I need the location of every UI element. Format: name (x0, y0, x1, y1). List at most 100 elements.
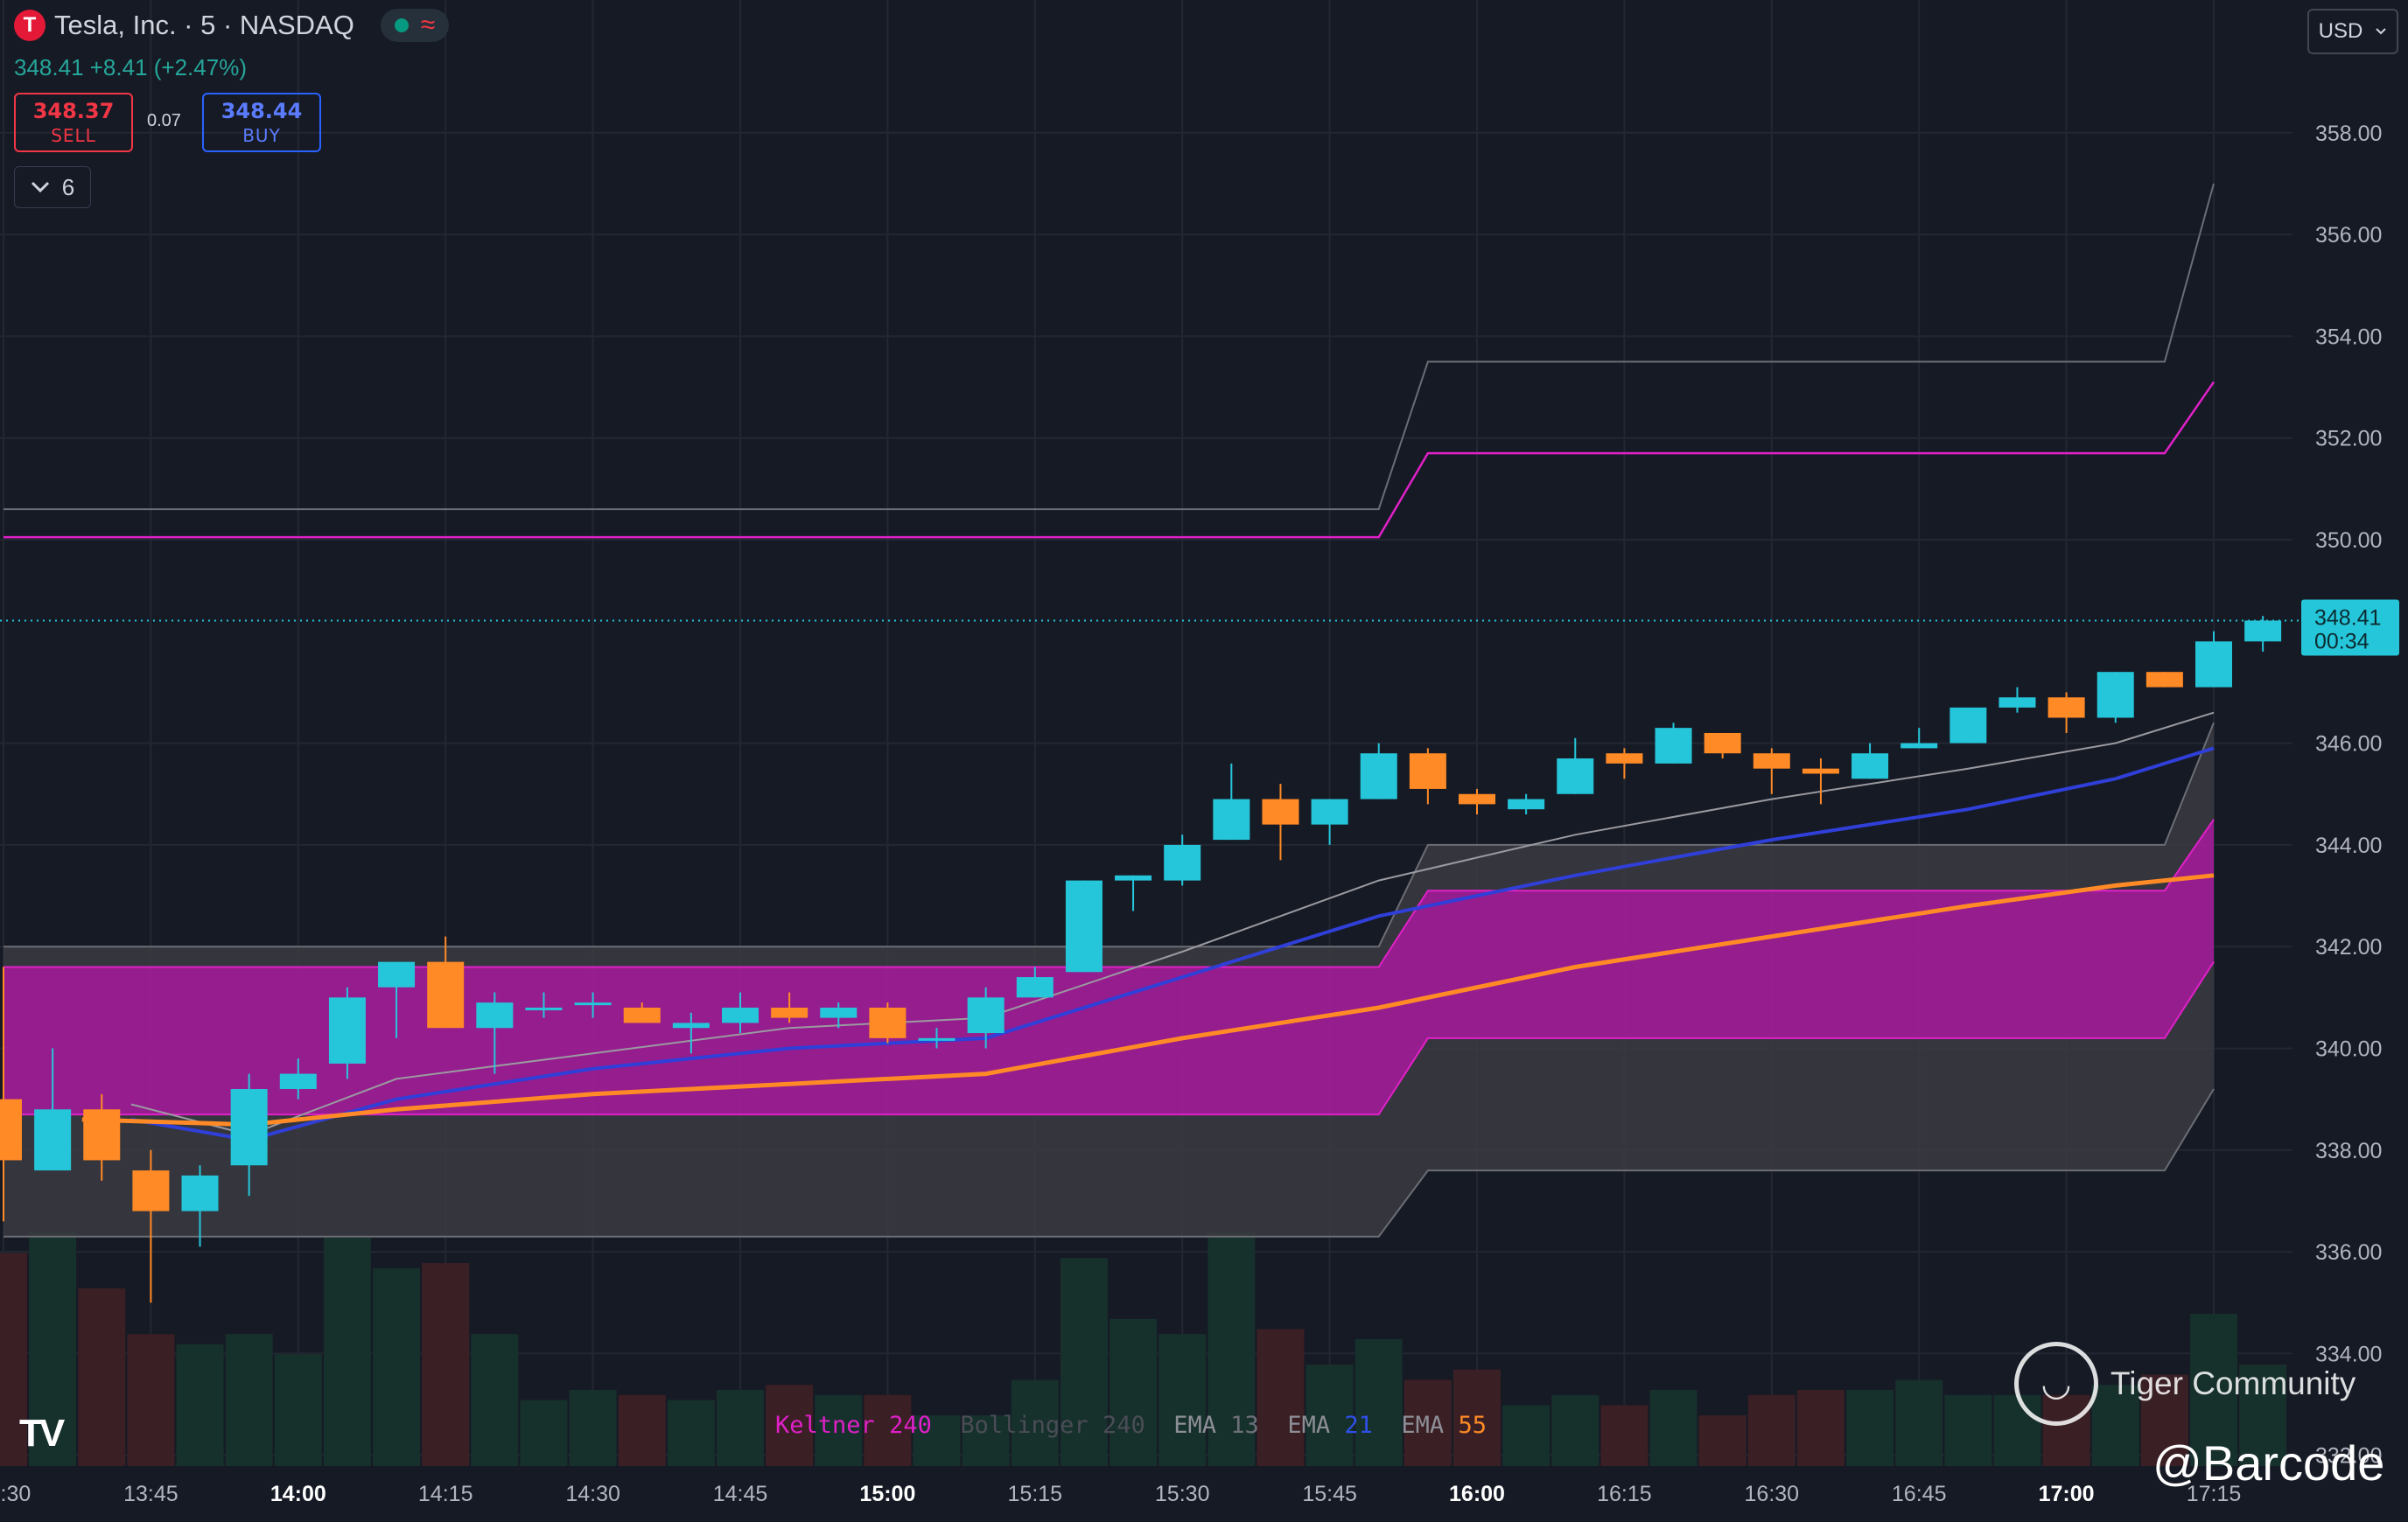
buy-label: BUY (242, 125, 281, 146)
candle (1900, 728, 1938, 749)
legend-ema55-name[interactable]: EMA (1401, 1412, 1445, 1439)
price-tick-label: 338.00 (2315, 1139, 2382, 1163)
candle (427, 936, 465, 1029)
volume-bar (1306, 1365, 1354, 1466)
price-tick-label: 340.00 (2315, 1037, 2382, 1062)
volume-bar (1796, 1390, 1844, 1466)
candle (525, 992, 563, 1018)
ema-lines (81, 711, 2215, 1142)
volume-bar (1698, 1415, 1746, 1466)
candle-body (672, 1023, 710, 1029)
candle (1655, 723, 1692, 764)
buy-button[interactable]: 348.44 BUY (202, 93, 321, 152)
spread-value: 0.07 (147, 111, 181, 130)
volume-bar (1404, 1379, 1452, 1466)
volume-bar (176, 1344, 224, 1466)
volume-bar (1011, 1379, 1059, 1466)
symbol-title[interactable]: Tesla, Inc. · 5 · NASDAQ (54, 10, 354, 40)
candle-body (427, 961, 465, 1029)
volume-bar (1502, 1405, 1550, 1466)
candle-body (2244, 620, 2282, 642)
candle-body (181, 1175, 219, 1211)
volume-bar (1453, 1369, 1501, 1466)
volume-bar (1354, 1339, 1403, 1466)
keltner-fill-bottom (4, 961, 2215, 1116)
candle (132, 1149, 170, 1303)
time-axis[interactable]: 13:30 13:45 14:00 14:15 14:30 14:45 15:00 15:15… (0, 1482, 2241, 1506)
time-tick-label: 16:00 (1449, 1482, 1505, 1506)
tradingview-logo-icon[interactable]: TV (19, 1412, 65, 1455)
candle (574, 992, 612, 1018)
candle-body (771, 1007, 808, 1018)
time-tick-label: 13:45 (123, 1482, 178, 1506)
candle-body (525, 1007, 563, 1010)
currency-label: USD (2318, 19, 2363, 43)
buy-price: 348.44 (220, 99, 303, 123)
volume-bar (520, 1400, 568, 1466)
candle-body (476, 1002, 514, 1029)
volume-bar (1944, 1394, 1992, 1466)
channel-bands (4, 183, 2216, 1238)
sell-button[interactable]: 348.37 SELL (14, 93, 133, 152)
tiger-community-watermark: ◡ Tiger Community (2014, 1342, 2356, 1426)
candle-body (1606, 753, 1643, 764)
candle (279, 1058, 317, 1100)
candle (1950, 707, 1987, 744)
candle-body (378, 961, 416, 988)
symbol-header[interactable]: T Tesla, Inc. · 5 · NASDAQ ≈ (14, 9, 450, 42)
volume-bar (1256, 1329, 1305, 1466)
price-tick-label: 356.00 (2315, 223, 2382, 248)
candle-body (1213, 799, 1250, 841)
candle-body (1900, 743, 1938, 749)
volume-bar (766, 1385, 814, 1466)
candle-body (1409, 753, 1446, 789)
time-tick-label: 13:30 (0, 1482, 31, 1506)
candle (967, 987, 1004, 1049)
legend-ema13-name[interactable]: EMA (1173, 1412, 1217, 1439)
volume-bar (1846, 1390, 1894, 1466)
candle-body (1360, 753, 1397, 799)
legend-keltner-length: 240 (889, 1412, 932, 1439)
candle (83, 1093, 121, 1181)
chevron-down-icon (31, 181, 49, 193)
price-tick-label: 350.00 (2315, 528, 2382, 553)
candle-body (1655, 728, 1692, 764)
price-axis[interactable]: 358.00 356.00 354.00 352.00 350.00 346.00 344.… (2315, 122, 2382, 1469)
candle-body (328, 997, 366, 1064)
volume-bar (962, 1415, 1010, 1466)
price-tick-label: 344.00 (2315, 834, 2382, 858)
time-tick-label: 14:15 (418, 1482, 473, 1506)
price-tick-label: 346.00 (2315, 732, 2382, 757)
volume-bar (1649, 1390, 1698, 1466)
candle-body (1262, 799, 1299, 825)
volume-bar (2239, 1365, 2287, 1466)
indicators-toggle[interactable]: 6 (14, 166, 91, 208)
volume-bar (1208, 1232, 1256, 1466)
candle-body (967, 997, 1004, 1034)
bar-countdown: 00:34 (2314, 629, 2370, 653)
legend-ema55-length: 55 (1458, 1412, 1487, 1439)
candle (869, 1002, 906, 1044)
time-tick-label: 14:45 (713, 1482, 768, 1506)
candle (1213, 763, 1250, 841)
chevron-down-icon (2376, 28, 2387, 35)
candle (2048, 692, 2085, 733)
indicator-legend[interactable]: Keltner 240 Bollinger 240 EMA 13 EMA 21 … (775, 1412, 1487, 1439)
candle-body (34, 1109, 72, 1171)
legend-keltner-name[interactable]: Keltner (775, 1412, 875, 1439)
volume-bar (618, 1394, 666, 1466)
currency-select[interactable]: USD (2307, 9, 2398, 54)
volume-bar (864, 1394, 912, 1466)
candle (820, 1002, 858, 1029)
candle (328, 987, 366, 1079)
candle (1753, 748, 1790, 794)
legend-ema21-name[interactable]: EMA (1287, 1412, 1331, 1439)
candle-body (623, 1007, 661, 1023)
market-status[interactable]: ≈ (380, 9, 450, 42)
legend-bollinger-name[interactable]: Bollinger (960, 1412, 1088, 1439)
sell-label: SELL (51, 125, 96, 146)
time-tick-label: 15:45 (1302, 1482, 1357, 1506)
keltner-upper (4, 380, 2216, 539)
price-tick-label: 342.00 (2315, 935, 2382, 960)
